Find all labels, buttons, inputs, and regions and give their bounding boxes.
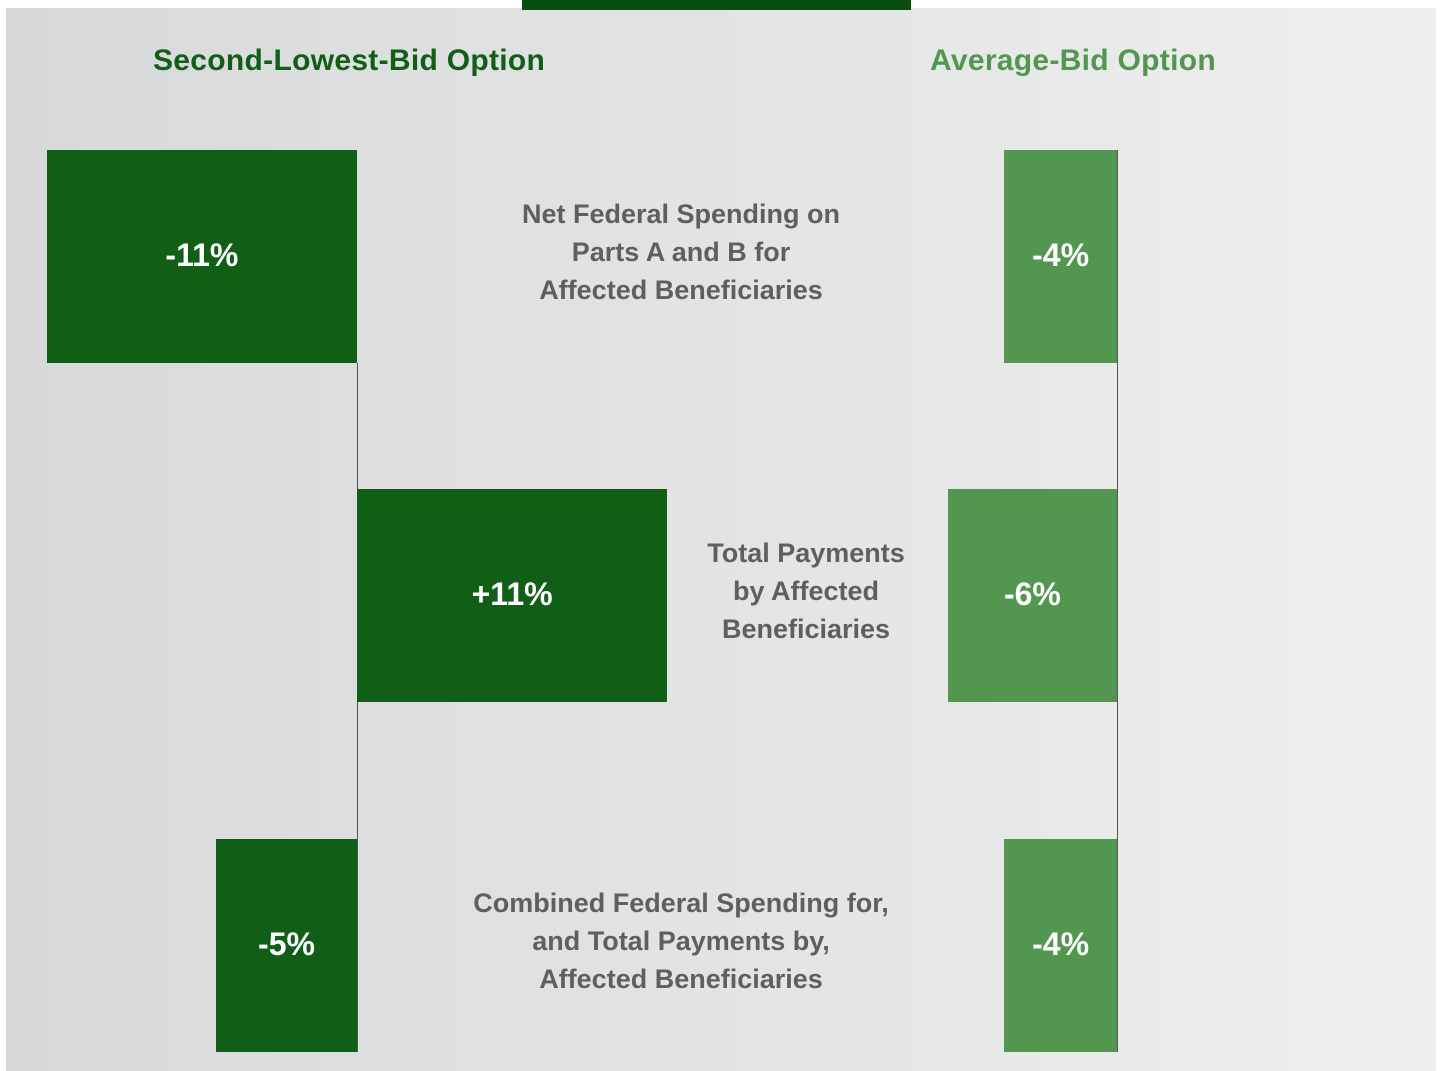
value-label: -11% — [165, 236, 239, 273]
value-label: +11% — [471, 575, 553, 612]
bar — [46, 150, 357, 363]
bar — [1004, 150, 1117, 363]
zero-line — [357, 363, 358, 1052]
bar — [947, 489, 1117, 702]
value-label: -4% — [1032, 925, 1090, 962]
zero-line — [1117, 150, 1118, 1052]
series-header: Second-Lowest-Bid Option — [153, 44, 546, 77]
top-bar — [522, 0, 911, 10]
value-label: -6% — [1003, 575, 1061, 612]
bar — [357, 489, 668, 702]
bar — [1004, 839, 1117, 1052]
bar — [216, 839, 357, 1052]
value-label: -5% — [258, 925, 315, 962]
category-label: Total Payments by Affected Beneficiaries — [707, 538, 905, 644]
value-label: -4% — [1032, 236, 1090, 273]
series-header: Average-Bid Option — [930, 44, 1216, 77]
category-label: Net Federal Spending on Parts A and B fo… — [521, 199, 841, 305]
category-label: Combined Federal Spending for, and Total… — [473, 888, 889, 994]
